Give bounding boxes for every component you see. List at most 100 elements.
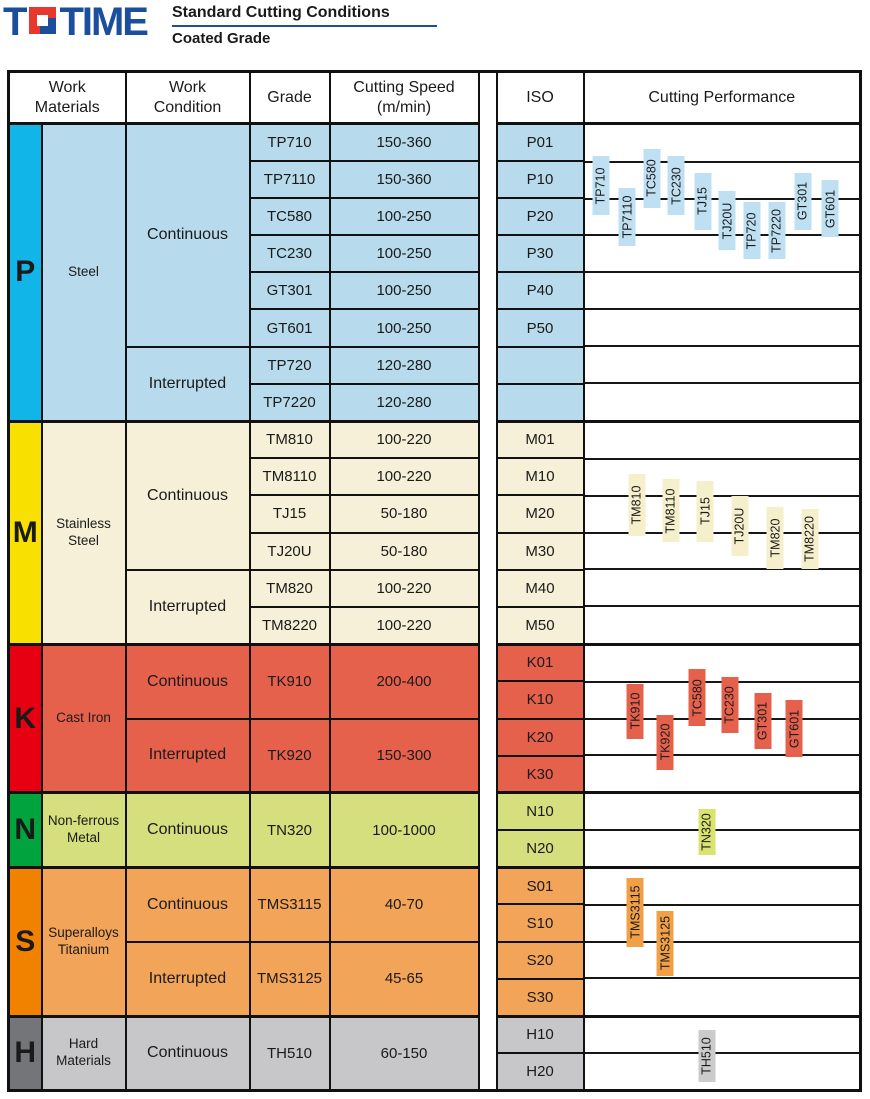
cutting-speed-cell: 120-280 xyxy=(328,382,480,423)
work-condition-cell: Interrupted xyxy=(124,345,251,423)
cutting-speed-cell: 50-180 xyxy=(328,531,480,571)
performance-bar: TP7220 xyxy=(768,202,786,260)
cutting-speed-cell: 100-250 xyxy=(328,196,480,237)
iso-cell: S10 xyxy=(495,903,585,943)
cutting-speed-cell: 100-250 xyxy=(328,271,480,311)
cutting-speed-cell: 120-280 xyxy=(328,345,480,385)
performance-bar-label: TJ15 xyxy=(695,187,710,216)
performance-chart: TN320 xyxy=(585,796,859,865)
spacer-cell xyxy=(477,309,498,347)
grade-cell: TC580 xyxy=(248,196,331,237)
performance-bar: TP720 xyxy=(743,202,761,260)
spacer-cell xyxy=(477,1016,498,1054)
performance-bar: TM820 xyxy=(766,506,784,570)
iso-cell: M20 xyxy=(495,494,585,534)
work-condition-cell: Interrupted xyxy=(124,568,251,646)
performance-bar-label: TP7110 xyxy=(620,195,635,239)
iso-cell: M30 xyxy=(495,531,585,571)
performance-bar: TM8110 xyxy=(662,479,680,542)
work-condition-cell: Continuous xyxy=(124,1014,251,1092)
spacer-cell xyxy=(477,830,498,868)
grade-cell: TN320 xyxy=(248,791,331,869)
performance-bar: TM8220 xyxy=(801,508,819,570)
grade-cell: TM810 xyxy=(248,419,331,460)
cutting-speed-cell: 150-300 xyxy=(328,717,480,794)
performance-bar-label: GT601 xyxy=(823,189,838,228)
col-header-grade: Grade xyxy=(248,70,331,125)
performance-bar-label: TH510 xyxy=(699,1037,714,1075)
table-row: P Steel Continuous TP710 150-360 P01 TP710 TP71… xyxy=(7,121,862,422)
performance-cell: TM810 TM8110 TJ15 TJ20U TM820 TM8220 xyxy=(582,419,862,646)
grade-cell: GT601 xyxy=(248,308,331,348)
performance-bar-label: TC230 xyxy=(669,166,684,205)
performance-bar-label: TC580 xyxy=(690,678,705,717)
col-header-work-condition: Work Condition xyxy=(124,70,251,125)
performance-gridline xyxy=(585,160,859,163)
performance-bar: TC580 xyxy=(643,148,661,208)
performance-gridline xyxy=(585,1052,859,1055)
work-material-letter-cell: N xyxy=(7,791,43,869)
performance-bar-label: TJ20U xyxy=(720,202,735,240)
iso-cell: M01 xyxy=(495,419,585,460)
iso-cell: S01 xyxy=(495,865,585,906)
cutting-speed-cell: 100-220 xyxy=(328,457,480,497)
performance-bar: TC580 xyxy=(688,669,706,726)
spacer-cell xyxy=(477,606,498,645)
spacer-cell xyxy=(477,272,498,310)
grade-cell: TJ15 xyxy=(248,494,331,534)
work-condition-cell: Interrupted xyxy=(124,717,251,794)
grade-cell: TM8220 xyxy=(248,605,331,646)
performance-bar: GT601 xyxy=(821,180,839,238)
performance-bar: TJ15 xyxy=(696,481,714,542)
performance-bar: GT601 xyxy=(785,700,803,757)
spacer-cell xyxy=(477,978,498,1016)
spacer-cell xyxy=(477,867,498,905)
performance-bar: TMS3115 xyxy=(626,877,644,948)
performance-chart: TMS3115 TMS3125 xyxy=(585,870,859,1014)
table-row: TC580 100-250 P20 xyxy=(9,196,861,237)
col-header-cutting-performance: Cutting Performance xyxy=(582,70,862,125)
grade-cell: GT301 xyxy=(248,271,331,311)
table-row: TM8220 100-220 M50 xyxy=(9,605,861,646)
performance-bar-label: TM8220 xyxy=(802,516,817,562)
cutting-conditions-table: Work Materials Work Condition Grade Cutt… xyxy=(7,70,862,1092)
performance-bar-label: TMS3125 xyxy=(658,916,673,971)
performance-bar: TK920 xyxy=(656,714,674,770)
table-row: H20 xyxy=(9,1052,861,1092)
col-header-work-materials: Work Materials xyxy=(7,70,127,125)
logo-text-t: T xyxy=(3,0,27,44)
performance-gridline xyxy=(585,753,859,756)
spacer-cell xyxy=(477,458,498,496)
iso-cell: N20 xyxy=(495,829,585,869)
work-material-cell: Non-ferrous Metal xyxy=(40,791,127,869)
work-condition-cell: Continuous xyxy=(124,865,251,943)
spacer-cell xyxy=(477,346,498,384)
performance-chart: TM810 TM8110 TJ15 TJ20U TM820 TM8220 xyxy=(585,424,859,642)
spacer-cell xyxy=(477,681,498,719)
title-block: Standard Cutting Conditions Coated Grade xyxy=(172,4,437,47)
work-material-letter-cell: H xyxy=(7,1014,43,1092)
table-row: GT301 100-250 P40 xyxy=(9,271,861,311)
iso-cell: K10 xyxy=(495,680,585,720)
performance-bar: TC230 xyxy=(721,676,739,734)
grade-cell: TK920 xyxy=(248,717,331,794)
performance-chart: TH510 xyxy=(585,1019,859,1088)
performance-cell: TN320 xyxy=(582,791,862,869)
table-row: GT601 100-250 P50 xyxy=(9,308,861,348)
cutting-speed-cell: 150-360 xyxy=(328,159,480,199)
spacer-cell xyxy=(477,755,498,793)
cutting-speed-cell: 100-250 xyxy=(328,234,480,274)
table-row: TP7220 120-280 xyxy=(9,382,861,423)
table-row: TJ15 50-180 M20 xyxy=(9,494,861,534)
iso-cell: P01 xyxy=(495,121,585,162)
spacer-cell xyxy=(477,644,498,682)
performance-chart: TP710 TP7110 TC580 TC230 TJ15 TJ20U TP720 TP722… xyxy=(585,126,859,419)
grade-cell: TH510 xyxy=(248,1014,331,1092)
totime-logo: T TIME xyxy=(3,0,149,44)
performance-gridline xyxy=(585,308,859,311)
col-header-cutting-speed: Cutting Speed (m/min) xyxy=(328,70,480,125)
performance-gridline xyxy=(585,344,859,347)
spacer-cell xyxy=(477,532,498,570)
iso-cell: P40 xyxy=(495,271,585,311)
